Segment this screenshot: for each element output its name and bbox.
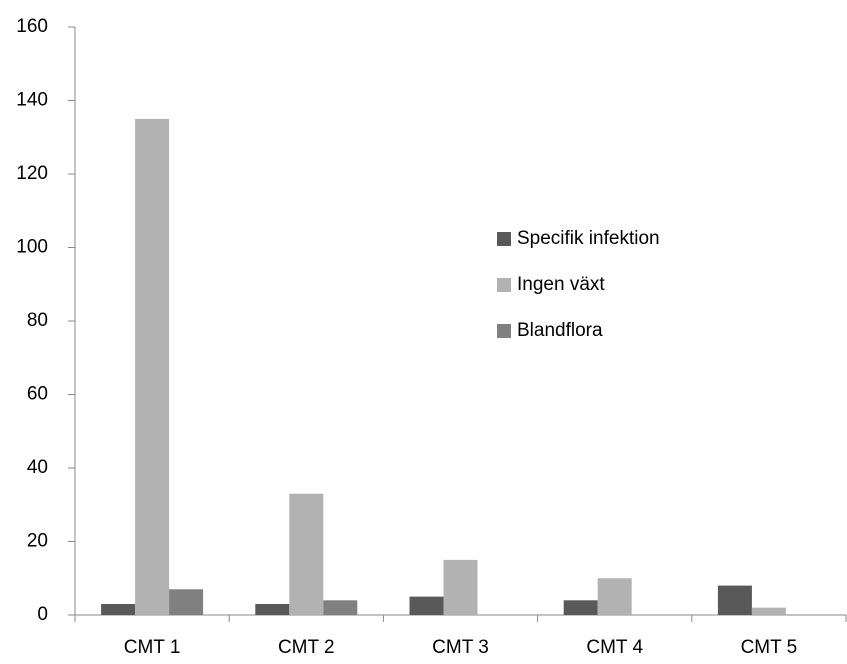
legend-label: Blandflora [517,320,603,341]
x-tick-label: CMT 4 [586,637,643,658]
bar [255,603,290,615]
y-tick-label: 60 [27,384,48,405]
bar [169,589,204,615]
x-tick-label: CMT 1 [124,637,181,658]
legend-swatch [497,324,511,338]
legend-label: Ingen växt [517,274,605,295]
y-tick-label: 0 [37,604,48,625]
legend-swatch [497,232,511,246]
y-tick-label: 100 [16,237,48,258]
bar [563,600,598,615]
bar [135,118,170,615]
legend-swatch [497,278,511,292]
y-tick-label: 120 [16,163,48,184]
bar [717,585,752,615]
bar [751,607,786,615]
y-tick-label: 140 [16,90,48,111]
bar [323,600,358,615]
y-tick-label: 40 [27,457,48,478]
x-tick-label: CMT 5 [741,637,798,658]
y-tick-label: 80 [27,310,48,331]
bar [289,493,324,615]
y-tick-label: 160 [16,16,48,37]
x-tick-label: CMT 2 [278,637,335,658]
legend-label: Specifik infektion [517,228,660,249]
y-tick-label: 20 [27,531,48,552]
bar [443,559,478,615]
bar [101,603,136,615]
bar [597,578,632,615]
x-tick-label: CMT 3 [432,637,489,658]
bar [409,596,444,615]
